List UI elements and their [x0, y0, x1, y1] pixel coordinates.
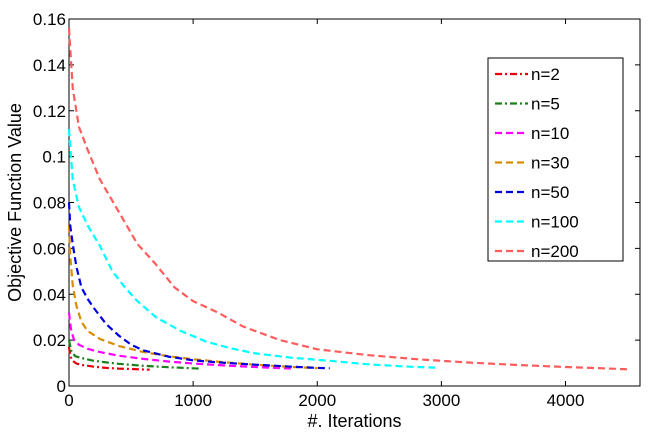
- y-axis-label: Objective Function Value: [5, 103, 25, 302]
- y-tick-label: 0.08: [33, 194, 66, 213]
- y-tick-label: 0.12: [33, 102, 66, 121]
- y-tick-label: 0.16: [33, 10, 66, 29]
- legend-label: n=30: [531, 154, 569, 173]
- legend-label: n=5: [531, 95, 560, 114]
- x-axis-label: #. Iterations: [307, 411, 401, 431]
- x-tick-label: 3000: [422, 391, 460, 410]
- x-tick-label: 1000: [174, 391, 212, 410]
- legend-box: [487, 57, 624, 262]
- x-tick-label: 4000: [547, 391, 585, 410]
- y-tick-label: 0: [57, 377, 66, 396]
- legend: n=2 n=5 n=10 n=30 n=50 n=100 n=200: [487, 57, 624, 262]
- legend-label: n=50: [531, 183, 569, 202]
- series-line-n=2: [67, 346, 150, 371]
- x-tick-label: 2000: [298, 391, 336, 410]
- y-tick-label: 0.1: [42, 148, 66, 167]
- legend-label: n=10: [531, 124, 569, 143]
- y-tick-label: 0.04: [33, 285, 66, 304]
- legend-label: n=200: [531, 242, 579, 261]
- y-tick-label: 0.02: [33, 331, 66, 350]
- series-line-n=100: [67, 129, 436, 369]
- legend-label: n=100: [531, 213, 579, 232]
- y-tick-label: 0.14: [33, 56, 66, 75]
- series-layer: [67, 28, 628, 371]
- series-line-n=10: [67, 312, 293, 370]
- series-line-n=200: [67, 28, 628, 371]
- x-tick-label: 0: [64, 391, 73, 410]
- y-tick-label: 0.06: [33, 239, 66, 258]
- series-line-n=50: [67, 202, 330, 370]
- legend-label: n=2: [531, 65, 560, 84]
- series-line-n=5: [67, 339, 200, 370]
